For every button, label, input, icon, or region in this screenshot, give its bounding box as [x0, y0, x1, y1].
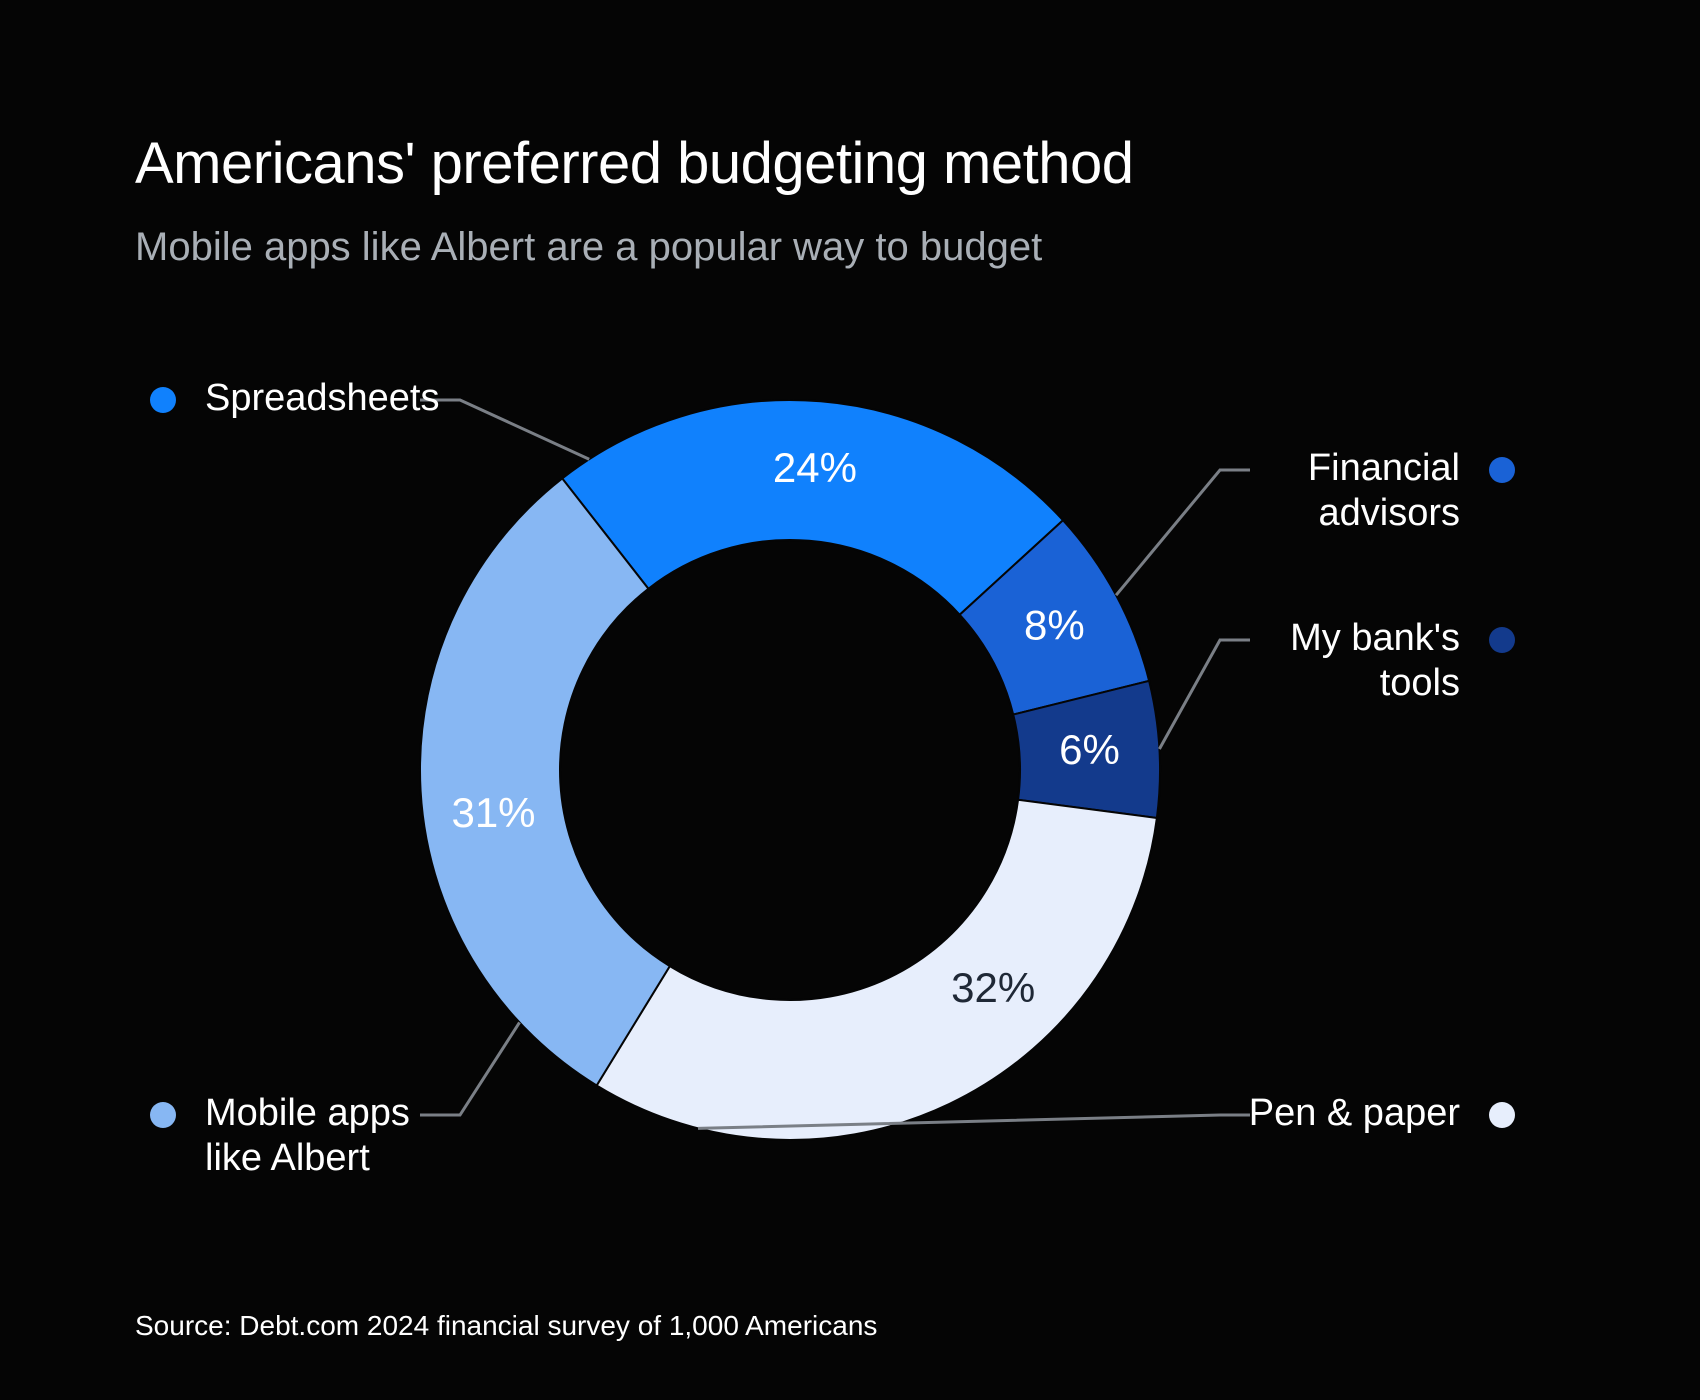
slice-pct-label: 8% — [1024, 601, 1085, 648]
legend-dot — [150, 1102, 176, 1128]
donut-chart: 24% Spreadsheets 8% Financialadvisors 6% My b… — [0, 0, 1700, 1400]
legend-label: Mobile appslike Albert — [205, 1092, 410, 1179]
donut-slice — [597, 800, 1157, 1140]
slice-pct-label: 24% — [773, 444, 857, 491]
legend-label: My bank'stools — [1290, 617, 1460, 704]
legend-label: Financialadvisors — [1308, 447, 1460, 534]
chart-source: Source: Debt.com 2024 financial survey o… — [135, 1310, 877, 1342]
legend-label: Spreadsheets — [205, 377, 440, 419]
legend-dot — [1489, 457, 1515, 483]
slice-pct-label: 6% — [1059, 726, 1120, 773]
slice-pct-label: 31% — [451, 789, 535, 836]
slice-pct-label: 32% — [951, 964, 1035, 1011]
legend-label: Pen & paper — [1249, 1092, 1461, 1134]
legend-dot — [1489, 1102, 1515, 1128]
legend-dot — [1489, 627, 1515, 653]
leader-line — [420, 1022, 520, 1115]
leader-line — [1159, 640, 1250, 749]
donut-slice — [420, 478, 670, 1085]
leader-line — [1116, 470, 1250, 595]
leader-line — [420, 400, 589, 459]
legend-dot — [150, 387, 176, 413]
chart-container: Americans' preferred budgeting method Mo… — [0, 0, 1700, 1400]
